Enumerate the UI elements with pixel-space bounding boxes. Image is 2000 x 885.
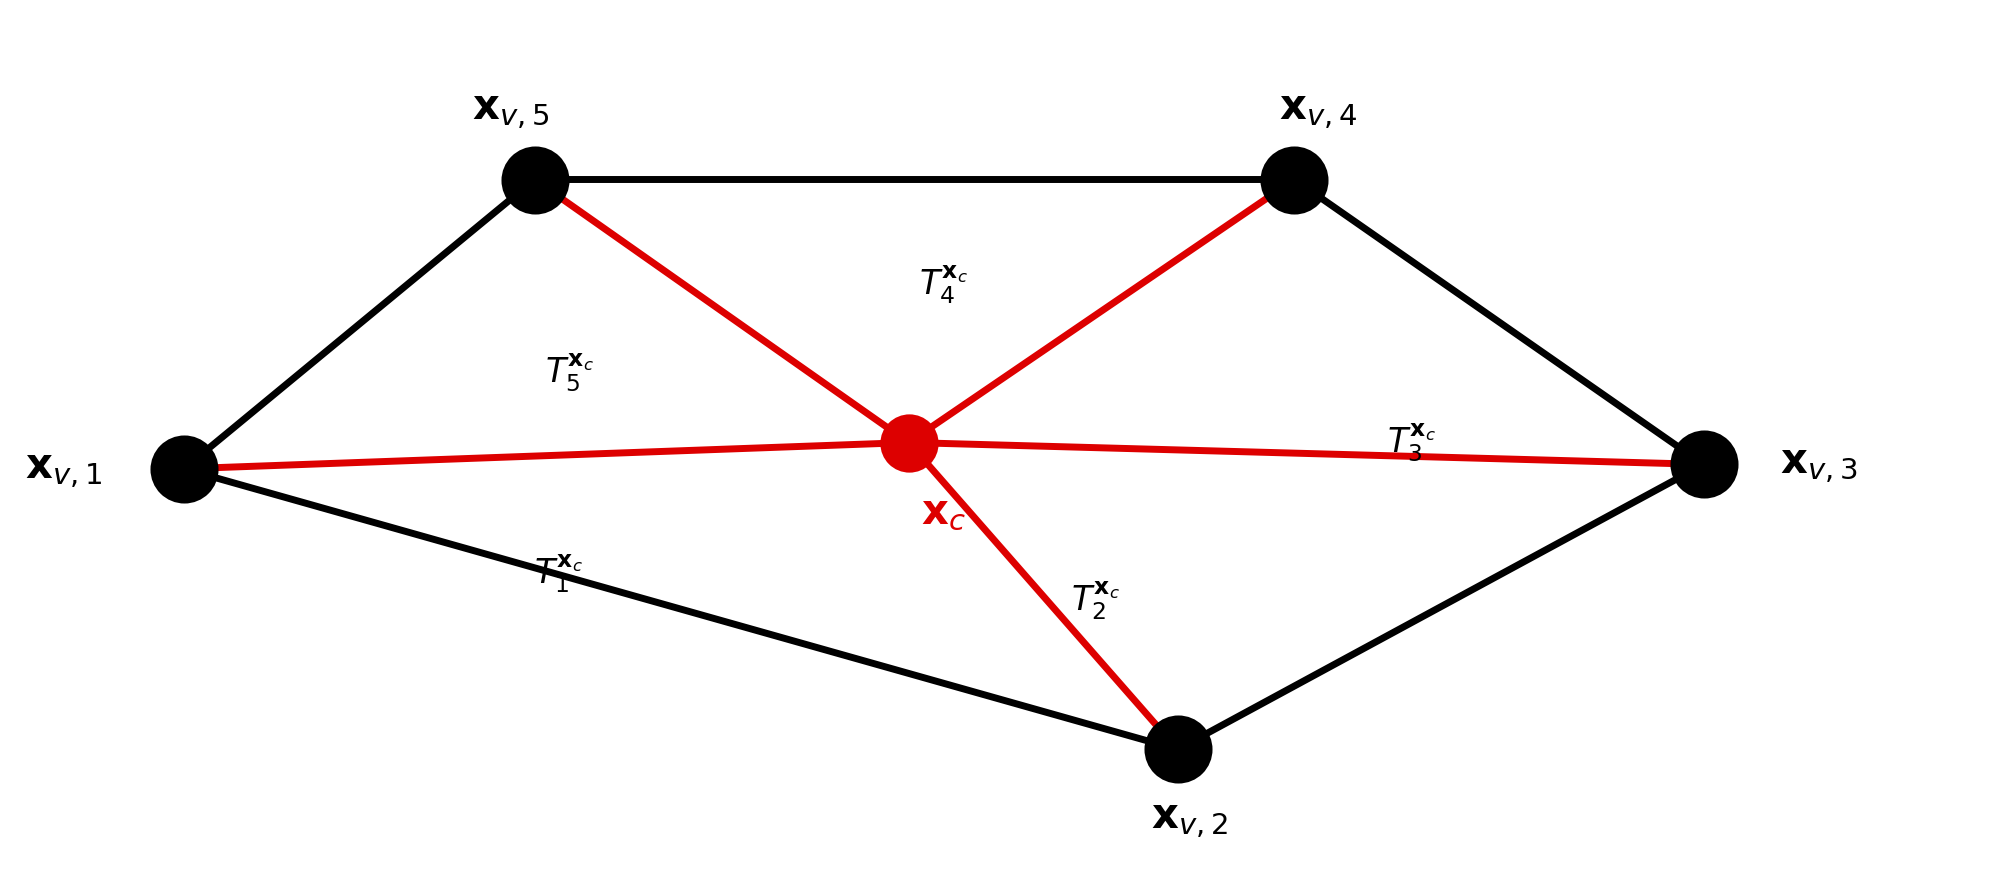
- Text: $\mathbf{x}_{v,4}$: $\mathbf{x}_{v,4}$: [1278, 89, 1356, 131]
- Text: $\mathbf{x}_c$: $\mathbf{x}_c$: [922, 490, 966, 533]
- Text: $T_{2}^{\mathbf{x}_c}$: $T_{2}^{\mathbf{x}_c}$: [1072, 579, 1120, 622]
- Text: $T_{1}^{\mathbf{x}_c}$: $T_{1}^{\mathbf{x}_c}$: [534, 552, 582, 596]
- Text: $\mathbf{x}_{v,3}$: $\mathbf{x}_{v,3}$: [1780, 443, 1858, 485]
- Point: [1162, 743, 1194, 757]
- Text: $\mathbf{x}_{v,2}$: $\mathbf{x}_{v,2}$: [1150, 797, 1228, 840]
- Point: [1688, 458, 1720, 472]
- Point: [892, 435, 924, 450]
- Text: $\mathbf{x}_{v,1}$: $\mathbf{x}_{v,1}$: [24, 448, 102, 489]
- Point: [1278, 173, 1310, 187]
- Point: [168, 462, 200, 476]
- Text: $T_{4}^{\mathbf{x}_c}$: $T_{4}^{\mathbf{x}_c}$: [920, 263, 968, 306]
- Text: $T_{5}^{\mathbf{x}_c}$: $T_{5}^{\mathbf{x}_c}$: [546, 350, 594, 394]
- Point: [518, 173, 550, 187]
- Text: $\mathbf{x}_{v,5}$: $\mathbf{x}_{v,5}$: [472, 89, 550, 131]
- Text: $T_{3}^{\mathbf{x}_c}$: $T_{3}^{\mathbf{x}_c}$: [1386, 421, 1436, 464]
